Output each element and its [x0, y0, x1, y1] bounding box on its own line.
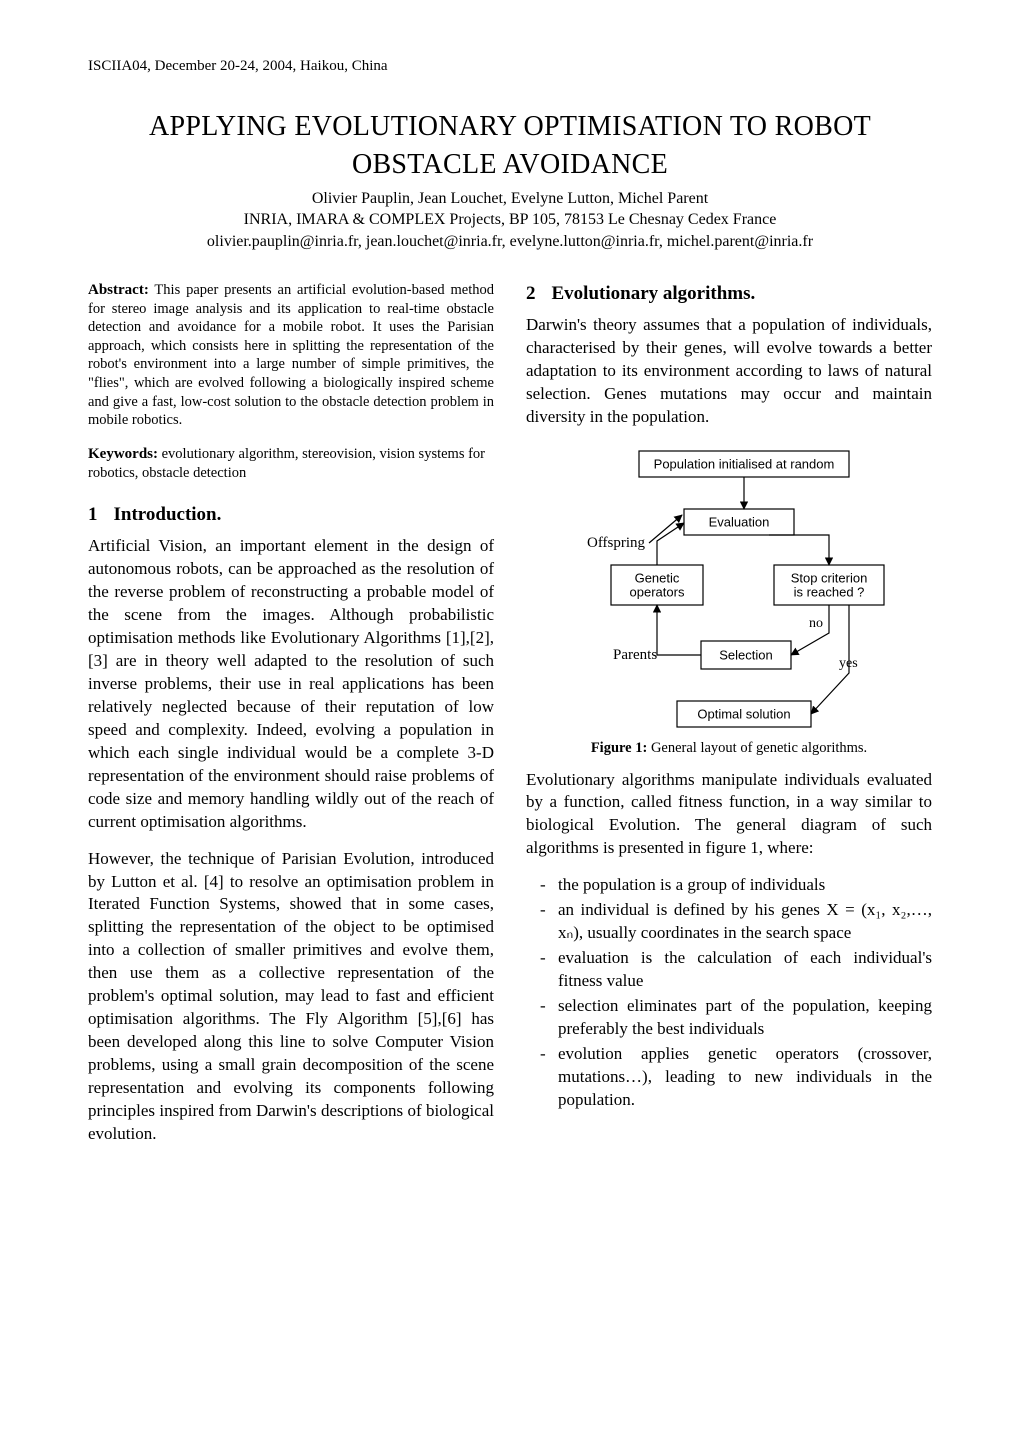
- svg-text:Genetic: Genetic: [635, 570, 680, 585]
- affiliation-line: INRIA, IMARA & COMPLEX Projects, BP 105,…: [88, 209, 932, 231]
- svg-text:Optimal solution: Optimal solution: [697, 706, 790, 721]
- bullet-2: an individual is defined by his genes X …: [544, 899, 932, 945]
- abstract-block: Abstract: This paper presents an artific…: [88, 281, 494, 430]
- svg-text:Selection: Selection: [719, 647, 772, 662]
- section-2-num: 2: [526, 283, 536, 304]
- intro-paragraph-2: However, the technique of Parisian Evolu…: [88, 848, 494, 1146]
- svg-text:Offspring: Offspring: [587, 535, 646, 551]
- abstract-text: This paper presents an artificial evolut…: [88, 282, 494, 428]
- evo-paragraph-1: Darwin's theory assumes that a populatio…: [526, 314, 932, 429]
- title-line-2: OBSTACLE AVOIDANCE: [352, 149, 668, 180]
- evo-paragraph-2: Evolutionary algorithms manipulate indiv…: [526, 769, 932, 861]
- svg-text:Population initialised at rand: Population initialised at random: [654, 456, 835, 471]
- figure-1-caption: Figure 1: General layout of genetic algo…: [526, 739, 932, 759]
- emails-line: olivier.pauplin@inria.fr, jean.louchet@i…: [88, 231, 932, 253]
- svg-text:yes: yes: [839, 656, 858, 671]
- svg-text:Parents: Parents: [613, 647, 657, 663]
- keywords-label: Keywords:: [88, 446, 158, 462]
- page-header-meta: ISCIIA04, December 20-24, 2004, Haikou, …: [88, 56, 932, 76]
- svg-text:Stop criterion: Stop criterion: [791, 570, 868, 585]
- svg-text:no: no: [809, 616, 823, 631]
- figure-1-svg: Population initialised at random Evaluati…: [549, 443, 909, 733]
- bullet-3: evaluation is the calculation of each in…: [544, 947, 932, 993]
- bullet-list: the population is a group of individuals…: [526, 874, 932, 1111]
- svg-text:Evaluation: Evaluation: [709, 514, 770, 529]
- figure-1-caption-label: Figure 1:: [591, 740, 648, 756]
- section-2-title: Evolutionary algorithms.: [552, 283, 756, 304]
- authors-line: Olivier Pauplin, Jean Louchet, Evelyne L…: [88, 188, 932, 210]
- section-1-title: Introduction.: [114, 504, 222, 525]
- bullet-5: evolution applies genetic operators (cro…: [544, 1043, 932, 1112]
- section-1-heading: 1 Introduction.: [88, 502, 494, 528]
- figure-1-caption-text: General layout of genetic algorithms.: [647, 740, 867, 756]
- intro-paragraph-1: Artificial Vision, an important element …: [88, 535, 494, 833]
- figure-1: Population initialised at random Evaluati…: [526, 443, 932, 759]
- bullet-4: selection eliminates part of the populat…: [544, 995, 932, 1041]
- svg-text:is reached ?: is reached ?: [794, 584, 865, 599]
- two-column-body: Abstract: This paper presents an artific…: [88, 281, 932, 1146]
- section-2-heading: 2 Evolutionary algorithms.: [526, 281, 932, 307]
- paper-title: APPLYING EVOLUTIONARY OPTIMISATION TO RO…: [88, 108, 932, 184]
- title-line-1: APPLYING EVOLUTIONARY OPTIMISATION TO RO…: [149, 111, 871, 142]
- svg-text:operators: operators: [630, 584, 685, 599]
- section-1-num: 1: [88, 504, 98, 525]
- abstract-label: Abstract:: [88, 282, 149, 298]
- keywords-block: Keywords: evolutionary algorithm, stereo…: [88, 444, 494, 484]
- bullet-1: the population is a group of individuals: [544, 874, 932, 897]
